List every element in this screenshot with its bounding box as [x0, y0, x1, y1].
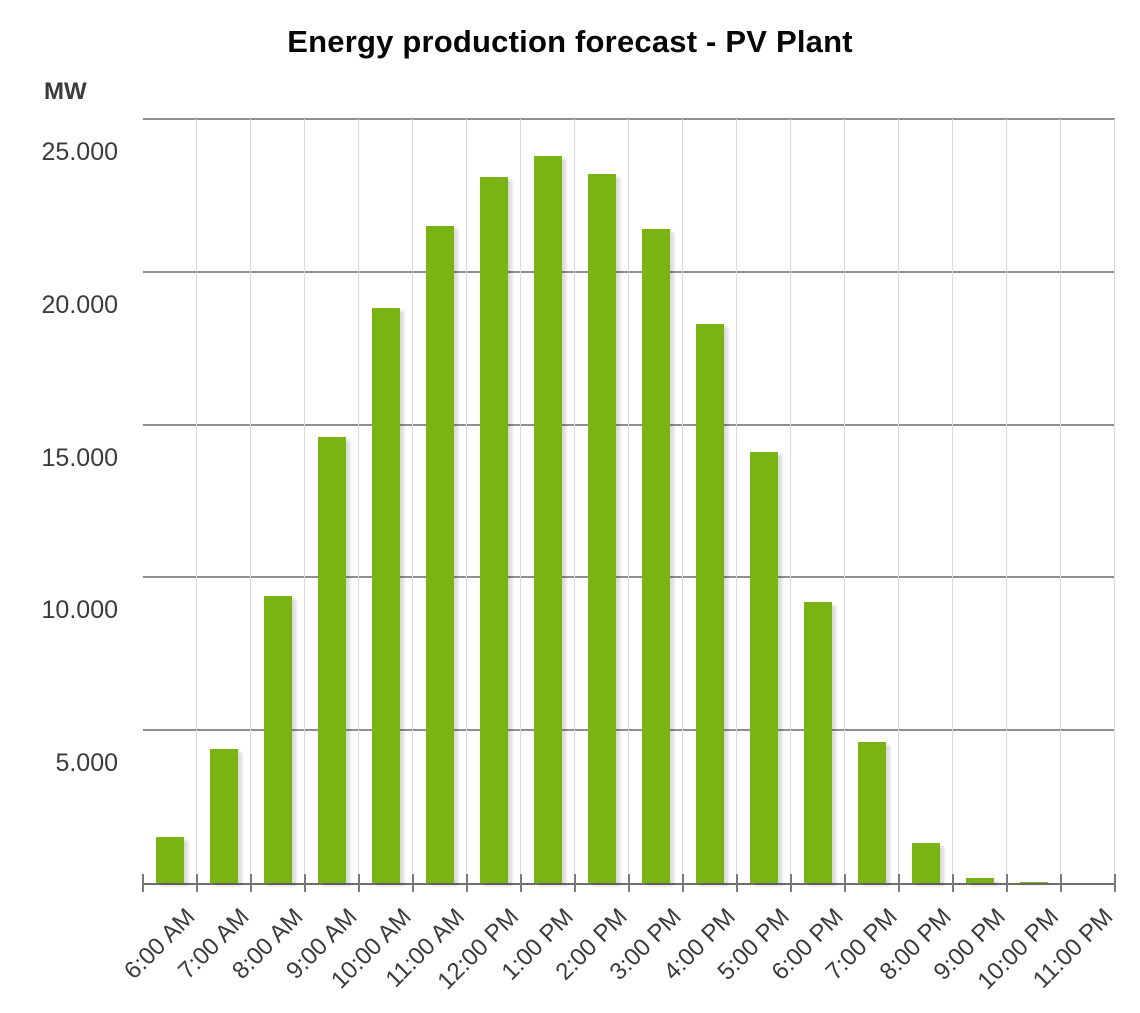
y-axis-unit-label: MW: [44, 78, 87, 105]
v-gridline: [844, 119, 845, 883]
v-gridline: [574, 119, 575, 883]
v-gridline: [736, 119, 737, 883]
bar: [264, 596, 292, 883]
v-gridline: [466, 119, 467, 883]
h-gridline: [143, 118, 1115, 120]
bar: [318, 437, 346, 883]
v-gridline: [250, 119, 251, 883]
v-gridline: [1006, 119, 1007, 883]
axis-tick: [574, 874, 576, 892]
axis-tick: [142, 874, 144, 892]
axis-tick: [898, 874, 900, 892]
axis-tick: [304, 874, 306, 892]
bar: [750, 452, 778, 883]
axis-tick: [250, 874, 252, 892]
plot-area: [142, 118, 1116, 885]
axis-tick: [412, 874, 414, 892]
v-gridline: [952, 119, 953, 883]
axis-tick: [1114, 874, 1116, 892]
axis-tick: [790, 874, 792, 892]
bar: [210, 749, 238, 883]
v-gridline: [1114, 119, 1115, 883]
h-gridline: [143, 270, 1115, 273]
v-gridline: [790, 119, 791, 883]
bar: [966, 878, 994, 883]
bar: [426, 226, 454, 883]
axis-tick: [358, 874, 360, 892]
h-gridline: [143, 729, 1115, 732]
v-gridline: [304, 119, 305, 883]
axis-tick: [520, 874, 522, 892]
axis-tick: [1060, 874, 1062, 892]
bar: [696, 324, 724, 883]
y-axis-tick-label: 20.000: [41, 290, 118, 319]
v-gridline: [520, 119, 521, 883]
axis-tick: [736, 874, 738, 892]
v-gridline: [412, 119, 413, 883]
axis-tick: [844, 874, 846, 892]
v-gridline: [358, 119, 359, 883]
axis-tick: [1006, 874, 1008, 892]
bar: [156, 837, 184, 883]
axis-tick: [466, 874, 468, 892]
y-axis-tick-label: 15.000: [41, 443, 118, 472]
v-gridline: [628, 119, 629, 883]
v-gridline: [898, 119, 899, 883]
bar: [372, 308, 400, 883]
y-axis-tick-label: 10.000: [41, 596, 118, 625]
y-axis-tick-label: 5.000: [55, 749, 118, 778]
axis-tick: [628, 874, 630, 892]
axis-tick: [952, 874, 954, 892]
bar: [858, 742, 886, 883]
bar: [588, 174, 616, 883]
bar: [534, 156, 562, 883]
h-gridline: [143, 423, 1115, 426]
v-gridline: [1060, 119, 1061, 883]
y-axis-tick-label: 25.000: [41, 138, 118, 166]
v-gridline: [196, 119, 197, 883]
bar: [804, 602, 832, 883]
bar: [912, 843, 940, 883]
bar: [480, 177, 508, 883]
axis-tick: [196, 874, 198, 892]
chart-title: Energy production forecast - PV Plant: [287, 24, 853, 59]
v-gridline: [682, 119, 683, 883]
bar: [1020, 882, 1048, 883]
bar: [642, 229, 670, 883]
axis-tick: [682, 874, 684, 892]
h-gridline: [143, 576, 1115, 579]
